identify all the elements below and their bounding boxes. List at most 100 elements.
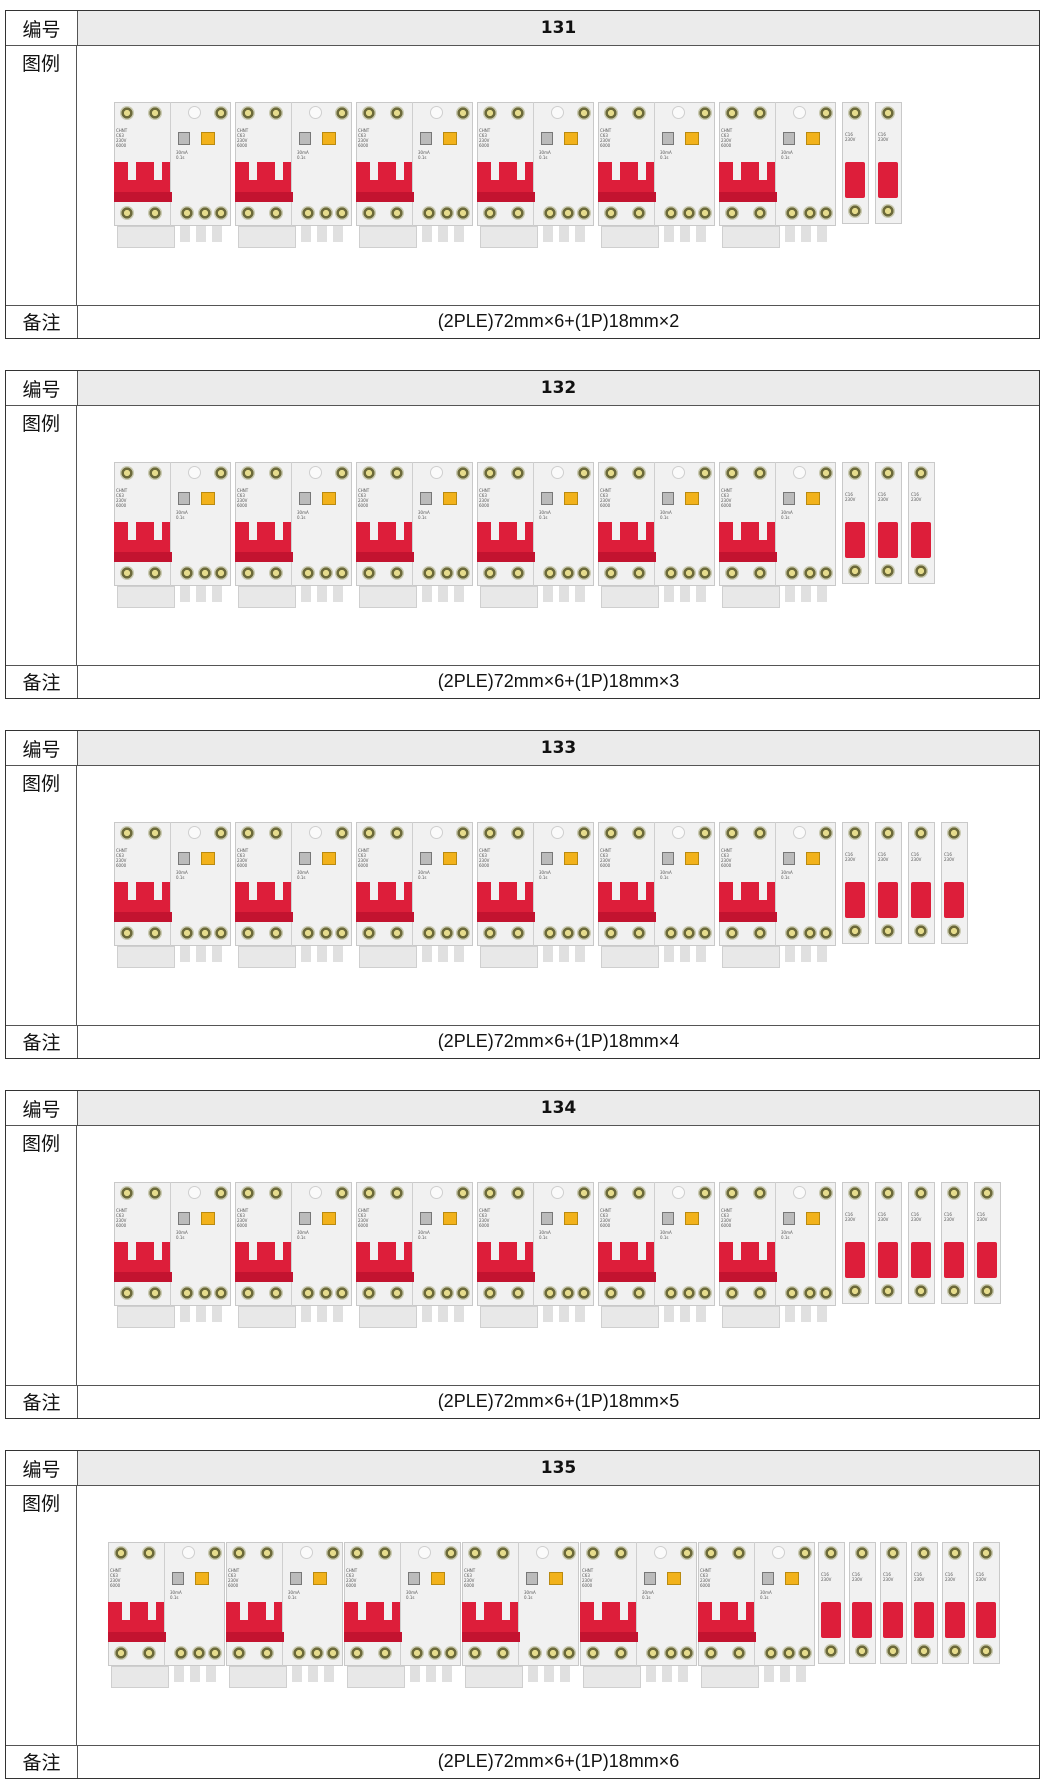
note-row: 备注 (2PLE)72mm×6+(1P)18mm×5 <box>6 1385 1039 1418</box>
note-value: (2PLE)72mm×6+(1P)18mm×3 <box>437 671 680 691</box>
rcbo-breaker-2p-module: CHNT C63 230V 6000 30mA 0.1s <box>356 822 473 968</box>
rcbo-breaker-2p-module: CHNT C63 230V 6000 30mA 0.1s <box>356 1182 473 1328</box>
combination-table: 编号 133 图例 CHNT C63 230V 6000 30mA 0.1s CHNT C63 230… <box>5 730 1040 1059</box>
note-label: 备注 <box>6 1745 78 1778</box>
rcbo-breaker-2p-module: CHNT C63 230V 6000 30mA 0.1s <box>477 102 594 248</box>
rcbo-breaker-2p-module: CHNT C63 230V 6000 30mA 0.1s <box>719 822 836 968</box>
mcb-breaker-1p-module: C16 230V <box>974 1182 1001 1304</box>
number-label: 编号 <box>6 731 78 765</box>
mcb-breaker-1p-module: C16 230V <box>842 822 869 944</box>
number-label: 编号 <box>6 371 78 405</box>
mcb-breaker-1p-module: C16 230V <box>842 462 869 584</box>
mcb-breaker-1p-module: C16 230V <box>880 1542 907 1664</box>
table-number: 134 <box>78 1091 1039 1125</box>
mcb-breaker-1p-module: C16 230V <box>849 1542 876 1664</box>
breaker-assembly: CHNT C63 230V 6000 30mA 0.1s CHNT C63 230V 6000 30… <box>114 102 902 248</box>
rcbo-breaker-2p-module: CHNT C63 230V 6000 30mA 0.1s <box>719 102 836 248</box>
rcbo-breaker-2p-module: CHNT C63 230V 6000 30mA 0.1s <box>698 1542 815 1688</box>
rcbo-breaker-2p-module: CHNT C63 230V 6000 30mA 0.1s <box>598 822 715 968</box>
note-row: 备注 (2PLE)72mm×6+(1P)18mm×2 <box>6 305 1039 338</box>
rcbo-breaker-2p-module: CHNT C63 230V 6000 30mA 0.1s <box>356 102 473 248</box>
rcbo-breaker-2p-module: CHNT C63 230V 6000 30mA 0.1s <box>235 822 352 968</box>
mcb-breaker-1p-module: C16 230V <box>942 1542 969 1664</box>
rcbo-breaker-2p-module: CHNT C63 230V 6000 30mA 0.1s <box>114 102 231 248</box>
rcbo-breaker-2p-module: CHNT C63 230V 6000 30mA 0.1s <box>108 1542 225 1688</box>
breaker-assembly: CHNT C63 230V 6000 30mA 0.1s CHNT C63 230V 6000 30… <box>114 1182 1001 1328</box>
mcb-breaker-1p-module: C16 230V <box>908 1182 935 1304</box>
mcb-breaker-1p-module: C16 230V <box>911 1542 938 1664</box>
figure-label: 图例 <box>6 765 77 1025</box>
figure-row: 图例 CHNT C63 230V 6000 30mA 0.1s CHNT C63 230V 6000… <box>6 405 1039 666</box>
table-number: 132 <box>78 371 1039 405</box>
table-header-row: 编号 135 <box>6 1451 1039 1486</box>
figure-label: 图例 <box>6 1125 77 1385</box>
breaker-illustration: CHNT C63 230V 6000 30mA 0.1s CHNT C63 230V 6000 30… <box>78 765 1039 1025</box>
mcb-breaker-1p-module: C16 230V <box>875 1182 902 1304</box>
figure-row: 图例 CHNT C63 230V 6000 30mA 0.1s CHNT C63 230V 6000… <box>6 1125 1039 1386</box>
rcbo-breaker-2p-module: CHNT C63 230V 6000 30mA 0.1s <box>235 102 352 248</box>
number-label: 编号 <box>6 1451 78 1485</box>
table-header-row: 编号 131 <box>6 11 1039 46</box>
rcbo-breaker-2p-module: CHNT C63 230V 6000 30mA 0.1s <box>477 1182 594 1328</box>
table-header-row: 编号 133 <box>6 731 1039 766</box>
breaker-illustration: CHNT C63 230V 6000 30mA 0.1s CHNT C63 230V 6000 30… <box>78 45 1039 305</box>
rcbo-breaker-2p-module: CHNT C63 230V 6000 30mA 0.1s <box>114 462 231 608</box>
note-row: 备注 (2PLE)72mm×6+(1P)18mm×6 <box>6 1745 1039 1778</box>
combination-table: 编号 132 图例 CHNT C63 230V 6000 30mA 0.1s CHNT C63 230… <box>5 370 1040 699</box>
breaker-illustration: CHNT C63 230V 6000 30mA 0.1s CHNT C63 230V 6000 30… <box>78 1485 1039 1745</box>
rcbo-breaker-2p-module: CHNT C63 230V 6000 30mA 0.1s <box>719 1182 836 1328</box>
rcbo-breaker-2p-module: CHNT C63 230V 6000 30mA 0.1s <box>114 822 231 968</box>
rcbo-breaker-2p-module: CHNT C63 230V 6000 30mA 0.1s <box>235 462 352 608</box>
breaker-assembly: CHNT C63 230V 6000 30mA 0.1s CHNT C63 230V 6000 30… <box>108 1542 1000 1688</box>
note-value: (2PLE)72mm×6+(1P)18mm×2 <box>437 311 680 331</box>
rcbo-breaker-2p-module: CHNT C63 230V 6000 30mA 0.1s <box>226 1542 343 1688</box>
rcbo-breaker-2p-module: CHNT C63 230V 6000 30mA 0.1s <box>477 462 594 608</box>
rcbo-breaker-2p-module: CHNT C63 230V 6000 30mA 0.1s <box>719 462 836 608</box>
mcb-breaker-1p-module: C16 230V <box>973 1542 1000 1664</box>
table-header-row: 编号 132 <box>6 371 1039 406</box>
breaker-assembly: CHNT C63 230V 6000 30mA 0.1s CHNT C63 230V 6000 30… <box>114 822 968 968</box>
figure-row: 图例 CHNT C63 230V 6000 30mA 0.1s CHNT C63 230V 6000… <box>6 765 1039 1026</box>
rcbo-breaker-2p-module: CHNT C63 230V 6000 30mA 0.1s <box>598 102 715 248</box>
table-header-row: 编号 134 <box>6 1091 1039 1126</box>
mcb-breaker-1p-module: C16 230V <box>941 1182 968 1304</box>
figure-row: 图例 CHNT C63 230V 6000 30mA 0.1s CHNT C63 230V 6000… <box>6 1485 1039 1746</box>
mcb-breaker-1p-module: C16 230V <box>908 462 935 584</box>
rcbo-breaker-2p-module: CHNT C63 230V 6000 30mA 0.1s <box>598 1182 715 1328</box>
table-number: 135 <box>78 1451 1039 1485</box>
breaker-assembly: CHNT C63 230V 6000 30mA 0.1s CHNT C63 230V 6000 30… <box>114 462 935 608</box>
breaker-illustration: CHNT C63 230V 6000 30mA 0.1s CHNT C63 230V 6000 30… <box>78 405 1039 665</box>
note-row: 备注 (2PLE)72mm×6+(1P)18mm×4 <box>6 1025 1039 1058</box>
figure-row: 图例 CHNT C63 230V 6000 30mA 0.1s CHNT C63 230V 6000… <box>6 45 1039 306</box>
number-label: 编号 <box>6 1091 78 1125</box>
mcb-breaker-1p-module: C16 230V <box>842 1182 869 1304</box>
mcb-breaker-1p-module: C16 230V <box>842 102 869 224</box>
combination-table: 编号 135 图例 CHNT C63 230V 6000 30mA 0.1s CHNT C63 230… <box>5 1450 1040 1779</box>
note-label: 备注 <box>6 1385 78 1418</box>
mcb-breaker-1p-module: C16 230V <box>941 822 968 944</box>
mcb-breaker-1p-module: C16 230V <box>818 1542 845 1664</box>
rcbo-breaker-2p-module: CHNT C63 230V 6000 30mA 0.1s <box>344 1542 461 1688</box>
note-label: 备注 <box>6 665 78 698</box>
mcb-breaker-1p-module: C16 230V <box>875 102 902 224</box>
note-label: 备注 <box>6 305 78 338</box>
figure-label: 图例 <box>6 405 77 665</box>
table-number: 133 <box>78 731 1039 765</box>
rcbo-breaker-2p-module: CHNT C63 230V 6000 30mA 0.1s <box>477 822 594 968</box>
rcbo-breaker-2p-module: CHNT C63 230V 6000 30mA 0.1s <box>462 1542 579 1688</box>
note-row: 备注 (2PLE)72mm×6+(1P)18mm×3 <box>6 665 1039 698</box>
rcbo-breaker-2p-module: CHNT C63 230V 6000 30mA 0.1s <box>580 1542 697 1688</box>
number-label: 编号 <box>6 11 78 45</box>
rcbo-breaker-2p-module: CHNT C63 230V 6000 30mA 0.1s <box>114 1182 231 1328</box>
figure-label: 图例 <box>6 45 77 305</box>
rcbo-breaker-2p-module: CHNT C63 230V 6000 30mA 0.1s <box>598 462 715 608</box>
rcbo-breaker-2p-module: CHNT C63 230V 6000 30mA 0.1s <box>356 462 473 608</box>
table-number: 131 <box>78 11 1039 45</box>
figure-label: 图例 <box>6 1485 77 1745</box>
note-label: 备注 <box>6 1025 78 1058</box>
mcb-breaker-1p-module: C16 230V <box>908 822 935 944</box>
combination-table: 编号 134 图例 CHNT C63 230V 6000 30mA 0.1s CHNT C63 230… <box>5 1090 1040 1419</box>
combination-table: 编号 131 图例 CHNT C63 230V 6000 30mA 0.1s CHNT C63 230… <box>5 10 1040 339</box>
note-value: (2PLE)72mm×6+(1P)18mm×5 <box>437 1391 680 1411</box>
note-value: (2PLE)72mm×6+(1P)18mm×6 <box>437 1751 680 1771</box>
